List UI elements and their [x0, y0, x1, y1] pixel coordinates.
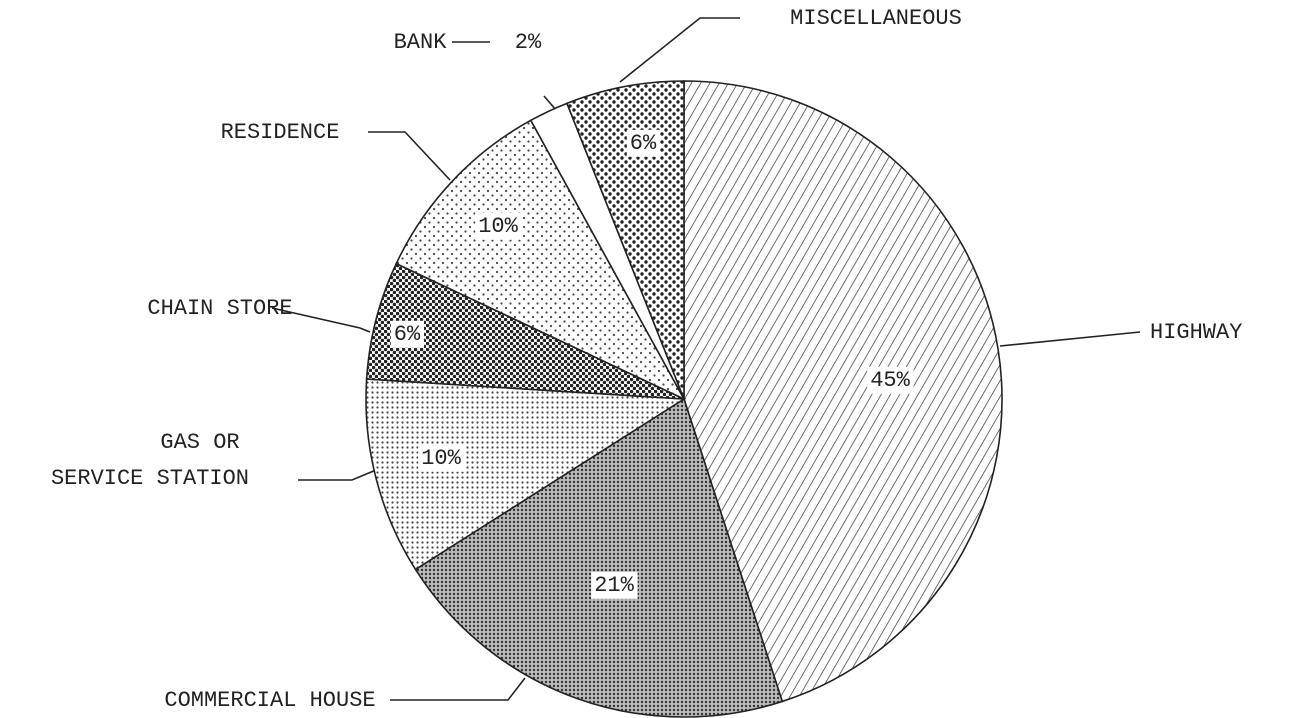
value-label: 2%: [515, 30, 542, 55]
value-label: 10%: [421, 446, 461, 471]
value-label-bg: [390, 320, 424, 348]
category-label: MISCELLANEOUS: [790, 6, 962, 31]
leader-line: [619, 17, 740, 83]
leader-line: [999, 331, 1141, 347]
leader-line: [390, 677, 526, 701]
value-label: 6%: [394, 322, 421, 347]
leader-line: [271, 307, 371, 333]
value-label: 6%: [630, 131, 657, 156]
leader-line: [368, 131, 451, 181]
pie-slice: [365, 262, 685, 400]
leader-line: [543, 95, 557, 111]
value-label-bg: [626, 129, 660, 157]
category-label: CHAIN STORE: [147, 296, 292, 321]
value-label-bg: [475, 212, 522, 240]
leader-line: [298, 469, 377, 481]
category-label: COMMERCIAL HOUSE: [164, 688, 375, 713]
value-label-bg: [418, 444, 465, 472]
value-label-bg: [867, 366, 914, 394]
value-label: 21%: [594, 573, 634, 598]
pie-slice: [395, 119, 686, 401]
category-label: RESIDENCE: [221, 120, 340, 145]
category-label: BANK: [394, 30, 448, 55]
category-label: HIGHWAY: [1150, 320, 1242, 345]
pie-slice: [565, 80, 685, 400]
category-label: GAS OR SERVICE STATION: [51, 430, 249, 491]
value-label-bg: [591, 571, 638, 599]
pie-slice: [683, 80, 1003, 703]
value-label: 45%: [870, 368, 910, 393]
pie-slice: [414, 397, 784, 718]
value-label: 10%: [478, 214, 518, 239]
pie-slice: [365, 378, 687, 571]
